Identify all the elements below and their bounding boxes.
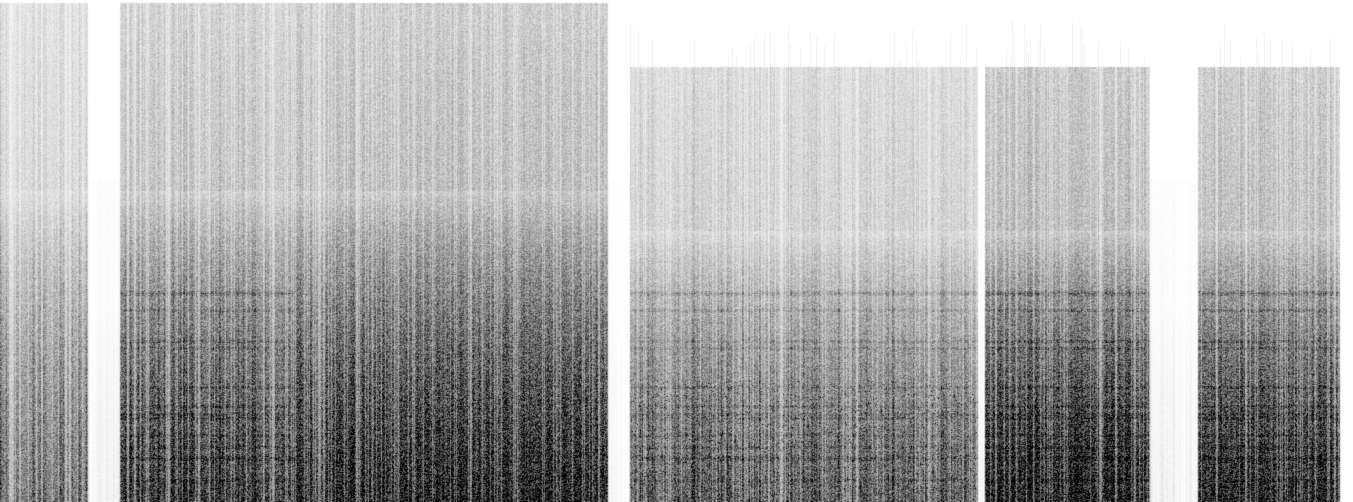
spectrogram-image <box>0 0 1353 502</box>
